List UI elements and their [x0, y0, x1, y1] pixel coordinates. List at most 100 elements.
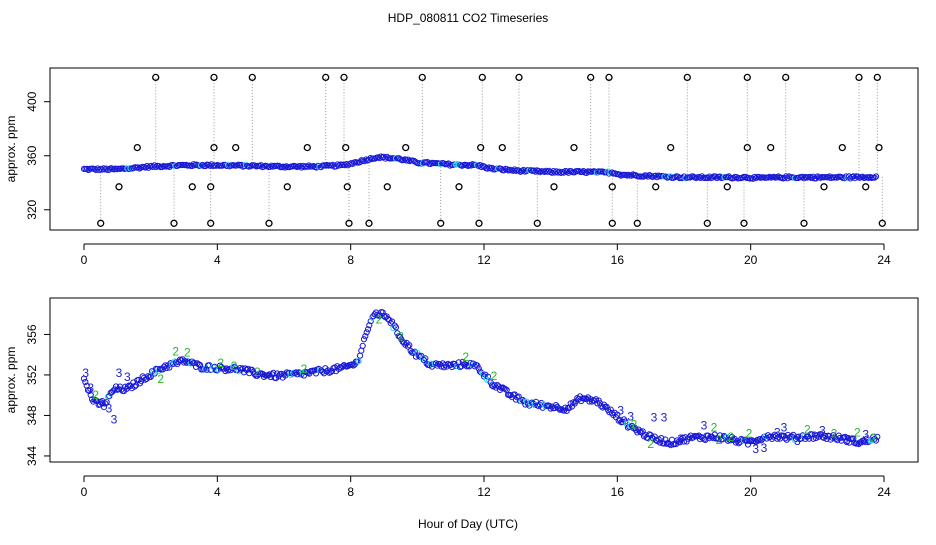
data-point: [565, 169, 572, 176]
outlier-point: [365, 219, 373, 227]
label-mark: 3: [701, 419, 708, 433]
data-point: [555, 405, 562, 412]
label-mark: 2: [711, 421, 718, 435]
label-mark: 3: [99, 395, 106, 409]
data-point: [484, 373, 492, 380]
data-point: [125, 165, 133, 172]
outlier-point: [170, 219, 178, 227]
x-tick-label: 12: [477, 253, 491, 267]
data-point: [100, 404, 108, 411]
y-tick-label: 352: [25, 365, 39, 385]
label-mark: 3: [862, 428, 869, 442]
x-tick-label: 4: [214, 485, 221, 499]
y-tick-label: 320: [25, 199, 39, 219]
data-point: [103, 165, 110, 172]
data-point: [99, 400, 106, 407]
data-point: [244, 365, 252, 372]
x-tick-label: 8: [347, 485, 354, 499]
data-point: [640, 173, 647, 180]
label-mark: 2: [631, 418, 638, 432]
outlier-point: [402, 143, 410, 152]
data-point: [155, 163, 163, 170]
data-point: [182, 358, 189, 365]
outlier-point: [782, 73, 790, 82]
outlier-point: [570, 143, 578, 152]
data-point: [343, 161, 350, 168]
data-point: [530, 167, 538, 174]
data-point: [223, 162, 230, 169]
top-panel: approx. ppm 0 4 8 12 16 20 24 320 360 400: [4, 67, 919, 267]
data-point: [391, 322, 398, 329]
data-point: [735, 440, 742, 447]
outlier-point: [740, 219, 748, 227]
data-point: [686, 434, 693, 441]
data-point: [833, 174, 841, 181]
outlier-point: [115, 183, 123, 191]
data-point: [356, 352, 364, 359]
data-point: [667, 173, 674, 180]
data-point: [644, 173, 652, 180]
data-point: [304, 163, 311, 170]
data-point: [134, 164, 142, 171]
data-point: [275, 162, 283, 169]
outlier-point: [455, 183, 463, 191]
outlier-point: [767, 143, 775, 152]
outlier-point: [345, 219, 353, 227]
data-point: [424, 159, 431, 166]
data-point: [809, 173, 817, 180]
data-point: [871, 174, 878, 181]
data-point: [392, 324, 400, 331]
outlier-point: [652, 183, 660, 191]
data-point: [850, 173, 857, 180]
data-point: [149, 163, 157, 170]
label-mark: 3: [794, 434, 801, 448]
data-point: [874, 433, 881, 440]
outlier-point: [475, 219, 483, 227]
label-mark: 2: [804, 423, 811, 437]
data-point: [752, 175, 760, 182]
data-point: [80, 375, 88, 382]
label-mark: 3: [819, 424, 826, 438]
data-point: [102, 400, 109, 407]
label-mark: 3: [774, 426, 781, 440]
data-point: [360, 336, 368, 343]
data-point: [562, 404, 569, 411]
data-point: [628, 172, 635, 179]
data-point: [679, 175, 686, 182]
data-point: [371, 155, 379, 162]
data-point: [500, 167, 508, 174]
data-point: [484, 165, 491, 172]
data-point: [474, 362, 481, 369]
data-point: [218, 162, 226, 169]
x-tick-label: 0: [81, 485, 88, 499]
data-point: [404, 343, 412, 350]
label-mark: 2: [491, 369, 498, 383]
data-point: [305, 162, 313, 169]
data-point: [206, 162, 214, 169]
outlier-point: [800, 219, 808, 227]
outlier-point: [322, 73, 330, 82]
data-point: [380, 312, 388, 319]
data-point: [810, 435, 817, 442]
data-point: [497, 165, 505, 172]
top-points: [80, 73, 886, 227]
data-point: [488, 164, 496, 171]
data-point: [515, 167, 523, 174]
data-point: [241, 162, 248, 170]
data-point: [843, 438, 850, 446]
label-mark: 2: [231, 359, 238, 373]
data-point: [541, 168, 548, 175]
label-mark: 2: [716, 433, 723, 447]
data-point: [732, 439, 740, 446]
data-point: [652, 172, 659, 179]
data-point: [238, 161, 245, 168]
outlier-point: [97, 219, 105, 227]
data-point: [799, 173, 806, 180]
data-point: [366, 322, 373, 329]
data-point: [131, 383, 138, 390]
y-tick-label: 348: [25, 405, 39, 425]
outlier-point: [608, 219, 616, 227]
data-point: [415, 352, 422, 359]
